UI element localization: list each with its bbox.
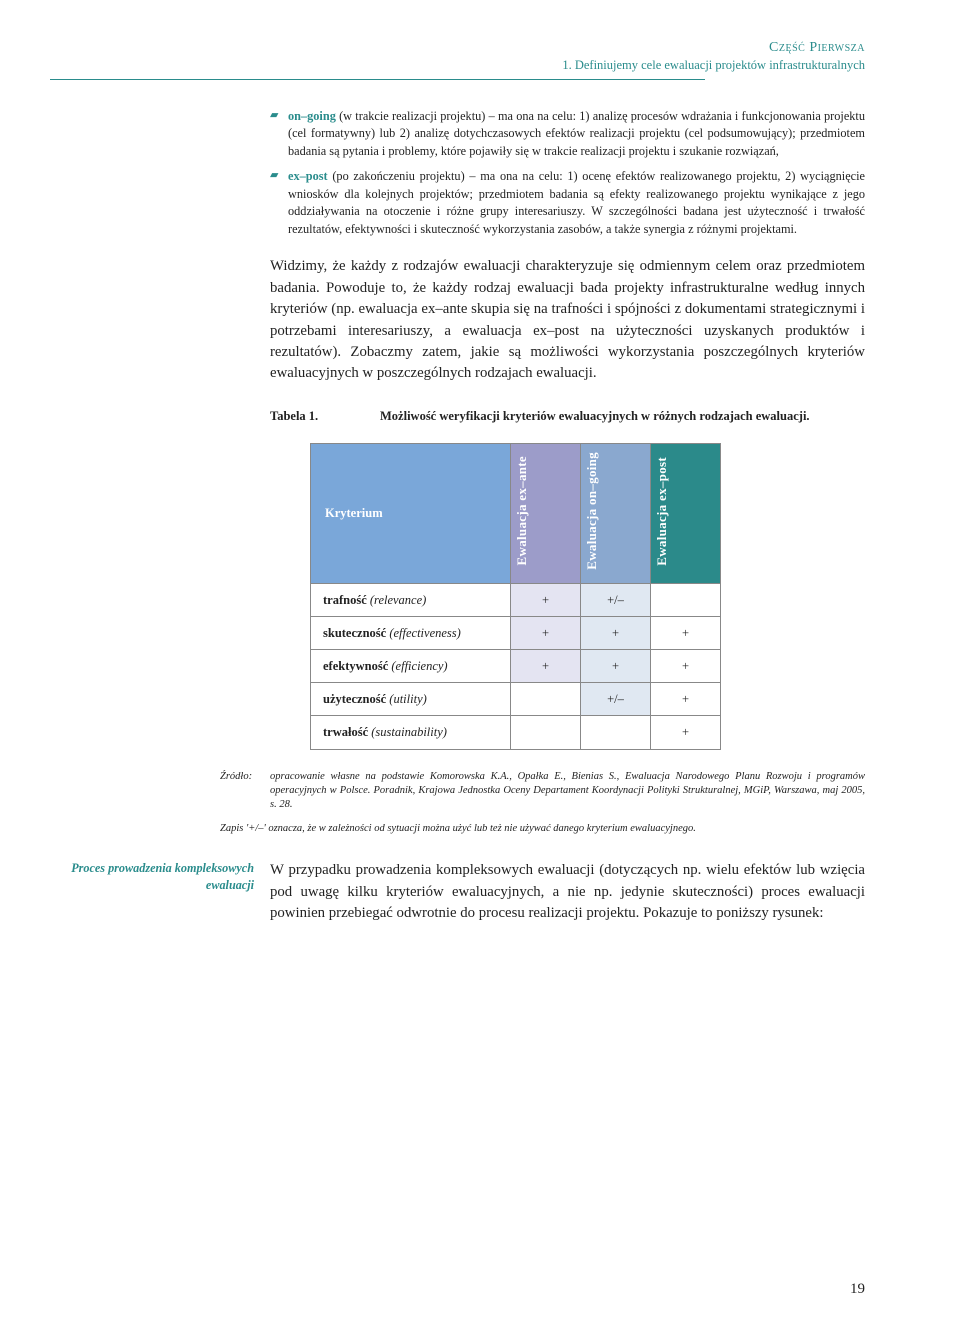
value-cell — [581, 716, 651, 749]
source-text: opracowanie własne na podstawie Komorows… — [270, 770, 865, 813]
bullet-text: ex–post (po zakończeniu projektu) – ma o… — [288, 168, 865, 238]
header-rule — [50, 79, 705, 80]
margin-label: Proces prowadzenia kompleksowych ewaluac… — [50, 860, 270, 924]
table-header-col-label: Ewaluacja ex–ante — [513, 456, 532, 565]
table-row: efektywność (efficiency)+++ — [311, 650, 721, 683]
table-caption-text: Możliwość weryfikacji kryteriów ewaluacy… — [380, 407, 865, 425]
value-cell — [511, 683, 581, 716]
note-text: Zapis '+/–' oznacza, że w zależności od … — [220, 822, 865, 836]
table-row: trwałość (sustainability) + — [311, 716, 721, 749]
part-title: Część Pierwsza — [270, 40, 865, 56]
value-cell: + — [511, 650, 581, 683]
body-paragraph-1: Widzimy, że każdy z rodzajów ewaluacji c… — [270, 256, 865, 385]
criterion-cell: efektywność (efficiency) — [311, 650, 511, 683]
bullet-text: on–going (w trakcie realizacji projektu)… — [288, 108, 865, 160]
criterion-cell: użyteczność (utility) — [311, 683, 511, 716]
bullet-term: ex–post — [288, 169, 328, 183]
page-header: Część Pierwsza 1. Definiujemy cele ewalu… — [270, 40, 865, 73]
bullet-list: ▰on–going (w trakcie realizacji projektu… — [270, 108, 865, 238]
value-cell: + — [651, 650, 721, 683]
value-cell: + — [581, 650, 651, 683]
value-cell: + — [651, 617, 721, 650]
chapter-title: 1. Definiujemy cele ewaluacji projektów … — [270, 58, 865, 73]
value-cell: + — [651, 683, 721, 716]
criterion-cell: trafność (relevance) — [311, 583, 511, 616]
table-caption: Tabela 1. Możliwość weryfikacji kryterió… — [270, 407, 865, 425]
bullet-marker-icon: ▰ — [270, 168, 288, 238]
body-paragraph-2: W przypadku prowadzenia kompleksowych ew… — [270, 860, 865, 924]
criteria-table: KryteriumEwaluacja ex–ante Ewaluacja on–g… — [310, 443, 721, 749]
criterion-cell: trwałość (sustainability) — [311, 716, 511, 749]
table-note: Zapis '+/–' oznacza, że w zależności od … — [220, 822, 865, 836]
table-header-col: Ewaluacja ex–ante — [511, 444, 581, 584]
table-header-col: Ewaluacja on–going — [581, 444, 651, 584]
bullet-item: ▰ex–post (po zakończeniu projektu) – ma … — [270, 168, 865, 238]
table-row: trafność (relevance)++/– — [311, 583, 721, 616]
criterion-cell: skuteczność (effectiveness) — [311, 617, 511, 650]
source-label: Źródło: — [220, 770, 270, 813]
table-label: Tabela 1. — [270, 407, 380, 425]
value-cell — [511, 716, 581, 749]
value-cell: +/– — [581, 683, 651, 716]
value-cell — [651, 583, 721, 616]
table-header-col: Ewaluacja ex–post — [651, 444, 721, 584]
value-cell: + — [511, 583, 581, 616]
value-cell: + — [651, 716, 721, 749]
table-header-col-label: Ewaluacja on–going — [583, 452, 602, 570]
value-cell: + — [581, 617, 651, 650]
table-header-col-label: Ewaluacja ex–post — [653, 457, 672, 566]
bullet-marker-icon: ▰ — [270, 108, 288, 160]
value-cell: + — [511, 617, 581, 650]
bullet-item: ▰on–going (w trakcie realizacji projektu… — [270, 108, 865, 160]
table-header-kryterium: Kryterium — [311, 444, 511, 584]
page-number: 19 — [850, 1281, 865, 1298]
bullet-term: on–going — [288, 109, 336, 123]
table-source: Źródło: opracowanie własne na podstawie … — [220, 770, 865, 813]
table-row: użyteczność (utility) +/–+ — [311, 683, 721, 716]
table-row: skuteczność (effectiveness)+++ — [311, 617, 721, 650]
value-cell: +/– — [581, 583, 651, 616]
